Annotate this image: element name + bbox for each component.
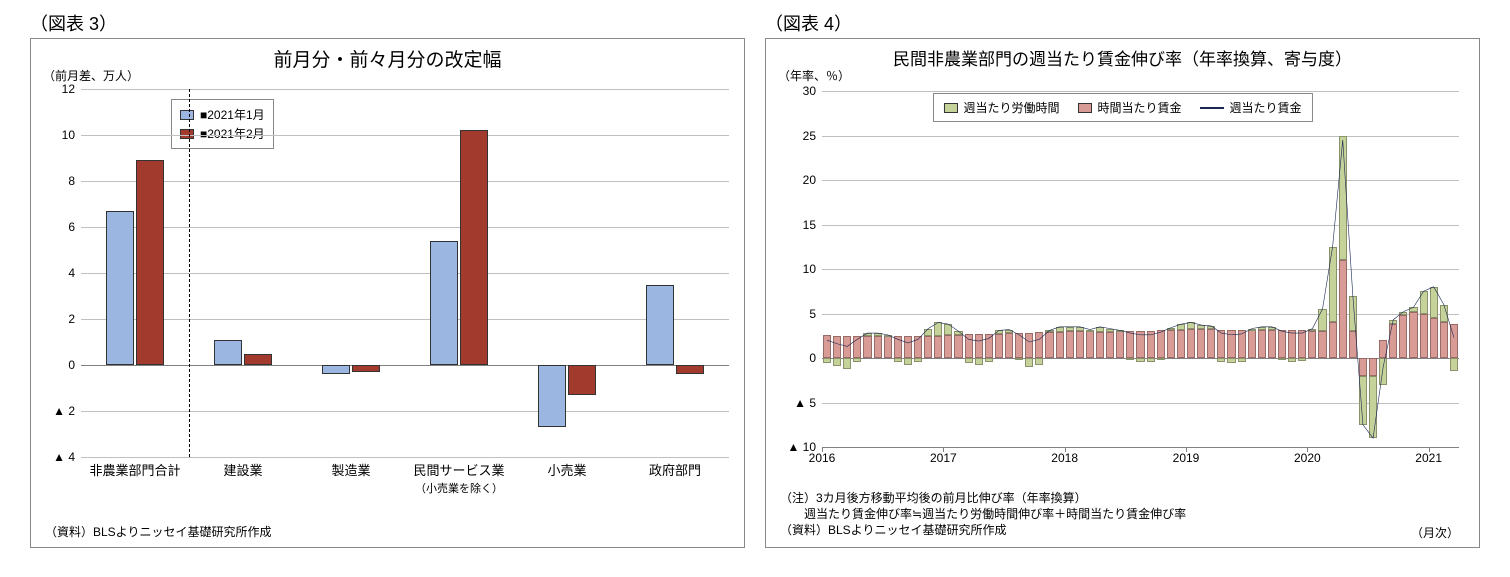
- bar: [352, 365, 380, 372]
- gridline: [81, 319, 729, 320]
- bar: [676, 365, 704, 374]
- x-category-label: 民間サービス業（小売業を除く）: [413, 457, 504, 497]
- y-tick-label: 8: [68, 174, 81, 188]
- y-tick-label: 12: [62, 82, 81, 96]
- figure-3-panel: （図表 3） 前月分・前々月分の改定幅 （前月差、万人） ■2021年1月 ■2…: [20, 10, 755, 567]
- category-divider: [189, 89, 190, 457]
- figure-4-plot-area: ▲ 10▲ 5051015202530201620172018201920202…: [822, 91, 1459, 447]
- gridline: [81, 411, 729, 412]
- y-tick-label: 0: [68, 358, 81, 372]
- bar: [646, 285, 674, 366]
- total-line: [822, 91, 1459, 447]
- y-tick-label: 10: [803, 262, 822, 276]
- bar: [460, 130, 488, 365]
- y-tick-label: 30: [803, 84, 822, 98]
- bar: [430, 241, 458, 365]
- figure-4-note-3: （資料）BLSよりニッセイ基礎研究所作成: [780, 522, 1006, 539]
- figure-3-chart: 前月分・前々月分の改定幅 （前月差、万人） ■2021年1月 ■2021年2月 …: [30, 38, 745, 548]
- y-tick-label: 5: [809, 307, 822, 321]
- gridline: [81, 135, 729, 136]
- figure-3-plot-area: ▲ 4▲ 2024681012非農業部門合計建設業製造業民間サービス業（小売業を…: [81, 89, 729, 457]
- bar: [538, 365, 566, 427]
- x-category-label: 建設業: [223, 457, 262, 480]
- y-tick-label: 15: [803, 218, 822, 232]
- y-tick-label: 6: [68, 220, 81, 234]
- figure-4-note-2: 週当たり賃金伸び率≒週当たり労働時間伸び率＋時間当たり賃金伸び率: [780, 506, 1186, 523]
- bar: [568, 365, 596, 395]
- figure-4-panel: （図表 4） 民間非農業部門の週当たり賃金伸び率（年率換算、寄与度） （年率、％…: [755, 10, 1490, 567]
- y-tick-label: ▲ 5: [794, 396, 822, 410]
- bar: [322, 365, 350, 374]
- y-tick-label: 2: [68, 312, 81, 326]
- figure-3-source: （資料）BLSよりニッセイ基礎研究所作成: [45, 524, 271, 541]
- y-tick-label: 0: [809, 351, 822, 365]
- x-category-label: 非農業部門合計: [89, 457, 180, 480]
- y-tick-label: 4: [68, 266, 81, 280]
- gridline: [81, 365, 729, 366]
- gridline: [81, 273, 729, 274]
- bar: [136, 160, 164, 365]
- x-category-label: 製造業: [331, 457, 370, 480]
- figure-4-label: （図表 4）: [765, 10, 1480, 36]
- x-category-label: 小売業: [547, 457, 586, 480]
- gridline: [81, 89, 729, 90]
- figure-3-y-unit: （前月差、万人）: [43, 67, 139, 84]
- y-tick-label: 10: [62, 128, 81, 142]
- x-category-label: 政府部門: [649, 457, 701, 480]
- y-tick-label: 25: [803, 129, 822, 143]
- y-tick-label: ▲ 4: [53, 450, 81, 464]
- bar: [214, 340, 242, 365]
- y-tick-label: ▲ 2: [53, 404, 81, 418]
- gridline: [81, 227, 729, 228]
- figure-4-y-unit: （年率、％）: [778, 67, 850, 84]
- y-tick-label: 20: [803, 173, 822, 187]
- figure-4-chart: 民間非農業部門の週当たり賃金伸び率（年率換算、寄与度） （年率、％） 週当たり労…: [765, 38, 1480, 548]
- figure-3-label: （図表 3）: [30, 10, 745, 36]
- bar: [106, 211, 134, 365]
- gridline: [81, 181, 729, 182]
- figure-4-note-1: （注）3カ月後方移動平均後の前月比伸び率（年率換算）: [780, 490, 1087, 507]
- figure-4-x-unit: （月次）: [1411, 524, 1459, 541]
- figure-4-title: 民間非農業部門の週当たり賃金伸び率（年率換算、寄与度）: [766, 39, 1479, 70]
- bar: [244, 354, 272, 366]
